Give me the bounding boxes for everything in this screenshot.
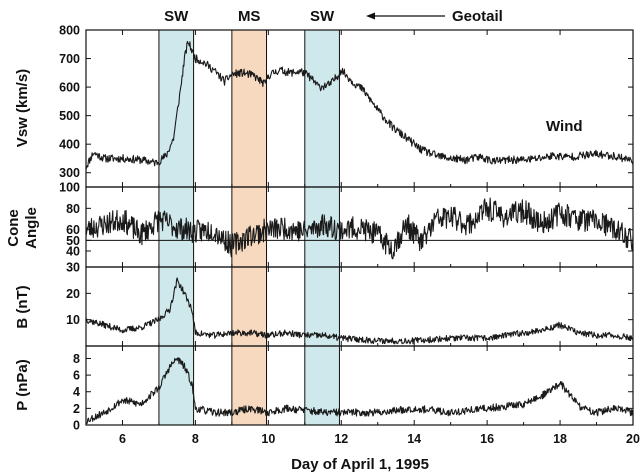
x-tick-label-6: 18	[553, 432, 567, 446]
panel-1-ytick-label-0: 40	[66, 245, 80, 259]
x-tick-label-2: 10	[261, 432, 275, 446]
panel-1-data-trace	[85, 197, 634, 260]
panel-3-ytick-label-3: 6	[73, 369, 80, 383]
y-label-b: B (nT)	[14, 285, 31, 328]
region-label-sw-1: SW	[164, 8, 189, 25]
x-tick-label-3: 12	[334, 432, 348, 446]
panel-1-ytick-label-1: 50	[66, 234, 80, 248]
region-label-ms: MS	[238, 8, 261, 25]
y-axis-labels-layer: Vsw (km/s) Cone Angle B (nT) P (nPa)	[5, 69, 40, 411]
panel-3-data-trace	[85, 357, 634, 425]
panel-0-ytick-label-0: 300	[59, 166, 80, 180]
tick-labels-layer: 3004005006007008004050608010010203002468…	[59, 24, 640, 447]
panel-2-ytick-label-0: 10	[66, 313, 80, 327]
panel-3-ytick-label-2: 4	[73, 385, 80, 399]
header-layer: SW MS SW Geotail Wind	[164, 8, 582, 135]
x-tick-label-0: 6	[119, 432, 126, 446]
panel-3-frame	[85, 345, 634, 426]
x-tick-label-7: 20	[626, 432, 640, 446]
geotail-label: Geotail	[452, 8, 503, 25]
panel-2-data-trace	[85, 277, 634, 345]
panel-0-ytick-label-2: 500	[59, 109, 80, 123]
panel-3-ytick-label-1: 2	[73, 402, 80, 416]
panel-0-ytick-label-4: 700	[59, 52, 80, 66]
geotail-arrow-head	[366, 12, 375, 20]
panel-1-ytick-label-3: 80	[66, 202, 80, 216]
x-tick-label-4: 14	[407, 432, 421, 446]
panel-0-ytick-label-5: 800	[59, 24, 80, 38]
y-label-cone: Cone	[5, 209, 22, 247]
region-label-sw-2: SW	[310, 8, 335, 25]
panel-3-ytick-label-0: 0	[73, 419, 80, 433]
panel-2-ytick-label-2: 30	[66, 261, 80, 275]
panel-1-ytick-label-4: 100	[59, 181, 80, 195]
panel-0-ytick-label-1: 400	[59, 138, 80, 152]
y-label-p: P (nPa)	[14, 359, 31, 410]
panel-0-data-trace	[85, 40, 634, 170]
y-label-angle: Angle	[23, 207, 40, 249]
panel-0-ytick-label-3: 600	[59, 81, 80, 95]
panel-2-ytick-label-1: 20	[66, 287, 80, 301]
x-tick-label-1: 8	[192, 432, 199, 446]
x-tick-label-5: 16	[480, 432, 494, 446]
y-label-vsw: Vsw (km/s)	[14, 69, 31, 147]
panel-1-ytick-label-2: 60	[66, 223, 80, 237]
wind-label: Wind	[546, 118, 583, 135]
panels-layer	[85, 29, 634, 426]
panel-3-ytick-label-4: 8	[73, 352, 80, 366]
x-axis-label: Day of April 1, 1995	[291, 456, 429, 473]
